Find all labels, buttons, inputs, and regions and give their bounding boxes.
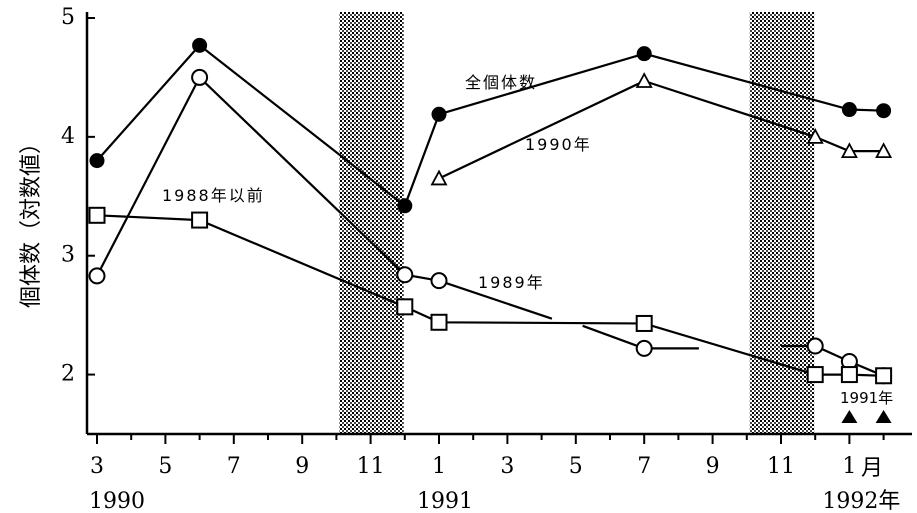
x-tick-label-3: 9: [295, 454, 309, 479]
x-tick-label-1: 5: [158, 454, 172, 479]
series-3-line-1: [96, 75, 440, 282]
series-3-point-5: [635, 339, 653, 357]
y-tick-label-5: 5: [61, 5, 75, 30]
series-3-point-2: [191, 68, 209, 86]
series-4-point-5: [635, 314, 653, 332]
x-tick-label-9: 9: [706, 454, 720, 479]
y-tick-label-4: 4: [61, 124, 75, 149]
series-label-1991: 1991年: [840, 389, 893, 407]
series-3-point-3: [396, 266, 414, 284]
x-tick-label-10: 11: [767, 454, 795, 479]
x-tick-label-7: 5: [569, 454, 583, 479]
series-5-point-1: [841, 410, 858, 423]
series-4-point-3: [396, 298, 414, 316]
series-3-line-2: [438, 279, 553, 320]
series-4-point-2: [191, 211, 209, 229]
x-tick-label-11: 1: [842, 454, 856, 479]
series-4-point-4: [430, 313, 448, 331]
series-1-point-4: [431, 106, 447, 122]
year-label-0: 1990: [89, 489, 145, 513]
series-1-point-3: [397, 198, 413, 214]
series-2-point-2: [635, 72, 653, 88]
year-label-2: 1992年: [822, 489, 900, 513]
y-tick-label-2: 2: [61, 362, 75, 387]
x-tick-label-0: 3: [90, 454, 104, 479]
series-1-point-2: [192, 37, 208, 53]
shaded-period-1: [339, 12, 404, 434]
series-2-point-5: [875, 142, 893, 159]
shaded-periods: [339, 12, 815, 434]
series-label-1989: 1989年: [478, 273, 545, 292]
series-3-point-1: [88, 267, 106, 285]
series-3-line-4: [781, 344, 885, 377]
x-unit-label: 月: [861, 456, 883, 481]
series-1-point-1: [89, 153, 105, 169]
y-tick-label-3: 3: [61, 243, 75, 268]
year-label-1: 1991: [417, 489, 473, 513]
series-4-point-7: [840, 366, 858, 384]
series-3-point-6: [806, 337, 824, 355]
series-label-1990: 1990年: [525, 135, 592, 154]
series-4-point-8: [875, 367, 893, 385]
series-2-point-3: [806, 127, 824, 144]
series-label-total: 全個体数: [465, 73, 537, 92]
series-4-point-6: [806, 366, 824, 384]
x-tick-label-5: 1: [432, 454, 446, 479]
series-3-point-4: [430, 272, 448, 290]
x-tick-label-2: 7: [227, 454, 241, 479]
series-label-1988: 1988年以前: [162, 186, 265, 205]
x-tick-label-4: 11: [357, 454, 385, 479]
series-markers: [88, 37, 893, 423]
series-1-point-7: [876, 103, 892, 119]
series-5-point-2: [875, 410, 892, 423]
ylabel: 個体数（対数値）: [19, 132, 44, 308]
x-tick-label-8: 7: [637, 454, 651, 479]
series-2-point-1: [430, 169, 448, 186]
series-2-point-4: [840, 142, 858, 159]
series-4-point-1: [88, 206, 106, 224]
series-1-point-6: [841, 102, 857, 118]
x-tick-label-6: 3: [500, 454, 514, 479]
series-1-point-5: [636, 46, 652, 62]
